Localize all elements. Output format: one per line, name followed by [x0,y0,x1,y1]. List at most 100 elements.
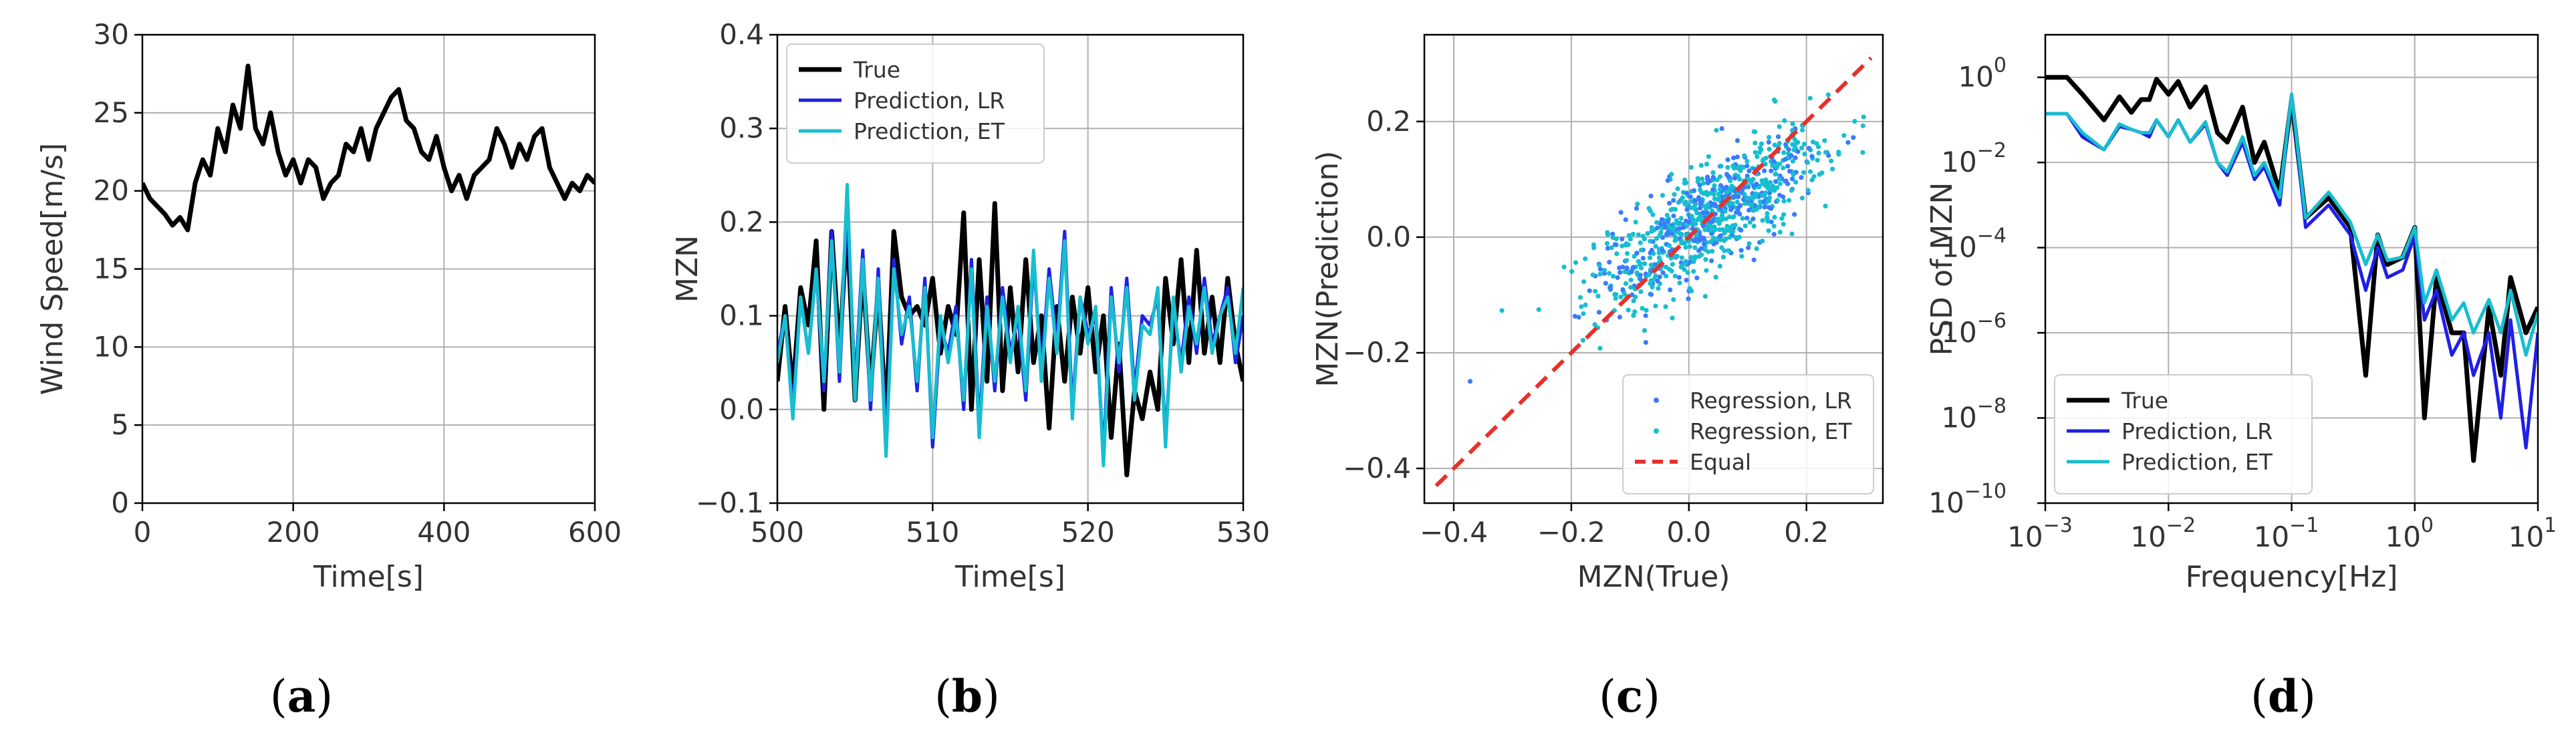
scatter-point [1649,247,1654,253]
scatter-point [1745,163,1750,168]
scatter-point [1630,231,1636,237]
scatter-point [1708,258,1714,263]
x-tick-label: 0.2 [1784,516,1829,549]
scatter-point [1654,225,1660,231]
legend-entry-label: Equal [1690,449,1751,475]
scatter-point [1678,216,1684,221]
legend-entry-label: Prediction, ET [854,118,1005,144]
panel-label-letter: a [287,670,316,722]
scatter-point [1666,200,1672,206]
scatter-point [1759,178,1765,183]
scatter-point [1684,206,1690,212]
scatter-point [1607,285,1613,290]
scatter-point [1592,289,1598,294]
scatter-point [1738,248,1744,253]
scatter-point [1759,147,1764,152]
scatter-point [1710,237,1716,243]
x-tick-label: 510 [906,516,959,549]
scatter-point [1691,269,1696,274]
scatter-point [1852,118,1857,124]
y-tick-label: 0.1 [719,299,764,332]
scatter-point [1786,147,1791,152]
chart-panel-d: 10−3 10−2 10−1 100 10110−1010−810−610−410−21… [1925,33,2557,722]
scatter-point [1772,142,1777,148]
scatter-point [1694,275,1700,281]
scatter-point [1787,198,1792,203]
scatter-point [1742,192,1747,197]
scatter-point [1618,210,1624,215]
scatter-point [1768,206,1774,211]
scatter-point [1660,192,1666,198]
scatter-point [1734,154,1740,160]
scatter-point [1751,223,1757,229]
scatter-point [1712,203,1718,208]
scatter-point [1624,258,1630,263]
scatter-point [1772,214,1777,220]
panel-label-open: ( [1599,671,1616,722]
scatter-point [1722,228,1728,233]
panel-label-close: ) [315,671,333,722]
scatter-point [1672,253,1678,259]
scatter-point [1705,180,1710,186]
scatter-point [1670,226,1676,232]
legend-entry-label: True [2121,388,2168,414]
scatter-point [1785,164,1791,169]
scatter-point [1577,295,1583,300]
y-tick-label: 15 [94,253,129,285]
scatter-point [1781,198,1787,204]
scatter-point [1662,221,1667,227]
scatter-point [1638,247,1644,253]
scatter-point [1752,129,1758,134]
scatter-point [1749,178,1755,183]
plot-area [1434,56,1873,488]
scatter-point [1710,174,1716,180]
scatter-point [1675,186,1680,192]
plot-area [2045,75,2538,463]
scatter-point [1683,261,1689,266]
scatter-point [1727,178,1733,184]
scatter-point [1790,158,1795,164]
scatter-point [1648,193,1654,198]
scatter-point [1732,223,1738,228]
scatter-point [1730,163,1736,168]
y-tick-label: 10−4 [1941,225,2007,264]
scatter-point [1816,150,1821,156]
scatter-point [1773,172,1778,177]
scatter-point [1591,242,1596,247]
scatter-point [1679,239,1684,244]
scatter-point [1731,155,1736,160]
scatter-point [1789,231,1795,237]
scatter-point [1760,192,1765,198]
scatter-point [1851,135,1856,140]
scatter-point [1663,304,1668,309]
scatter-point [1630,265,1636,270]
scatter-point [1861,114,1866,120]
scatter-point [1671,297,1676,302]
y-tick-label: 10−10 [1928,480,2007,519]
legend: Regression, LR Regression, ET Equal [1622,374,1874,494]
scatter-point [1718,182,1723,188]
scatter-point [1702,293,1708,299]
scatter-point [1687,244,1692,249]
y-tick-label: −0.4 [1343,452,1411,484]
scatter-point [1703,206,1709,211]
scatter-point [1777,229,1783,235]
scatter-point [1806,146,1812,151]
y-tick-exponent: −2 [1977,139,2007,162]
scatter-point [1734,138,1741,144]
scatter-point [1698,162,1704,168]
y-tick-label: 0.2 [1366,105,1411,138]
scatter-point [1777,176,1782,182]
scatter-point [1725,164,1730,170]
series-line-wind-speed [142,63,595,233]
scatter-point [1781,212,1787,217]
scatter-point [1682,267,1687,272]
scatter-point [1649,225,1654,231]
scatter-point [1692,206,1697,211]
scatter-point [1751,216,1756,222]
scatter-point [1723,216,1728,222]
scatter-point [1708,219,1713,225]
scatter-point [1677,226,1682,231]
scatter-point [1765,218,1771,224]
series-line-prediction-et [777,182,1243,468]
